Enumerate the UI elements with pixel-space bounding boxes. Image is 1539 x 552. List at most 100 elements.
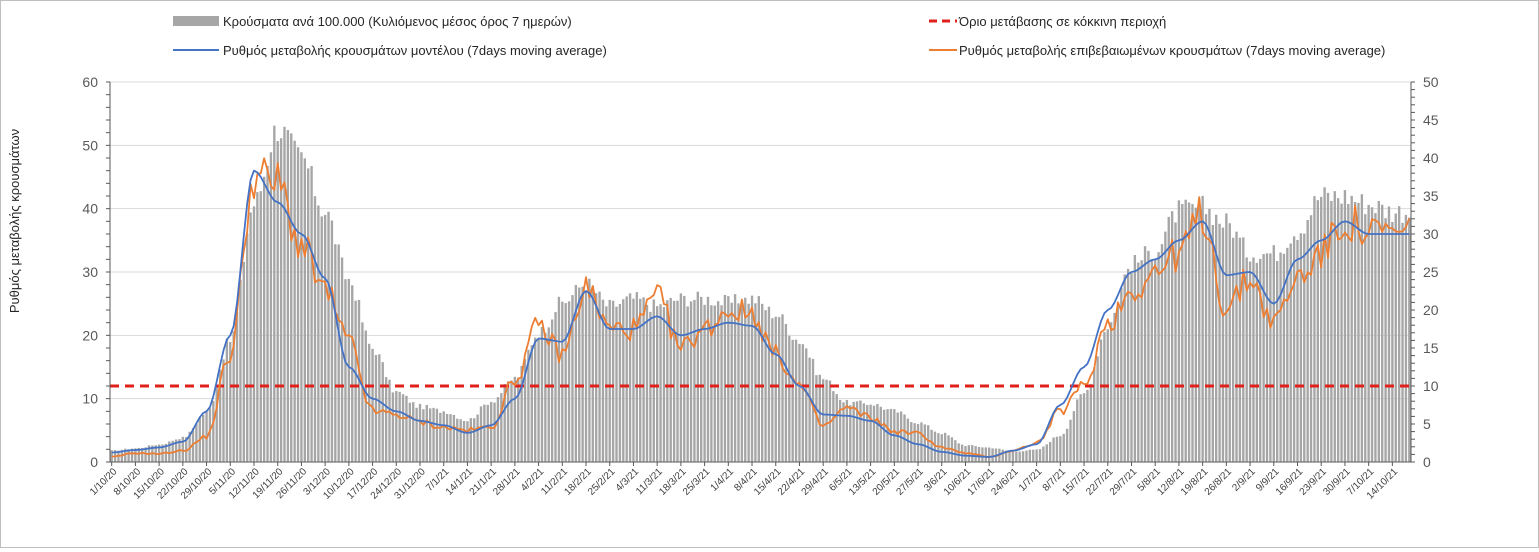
data-bar (334, 244, 337, 462)
data-bar (293, 140, 296, 462)
data-bar (706, 296, 710, 462)
data-bar (916, 424, 920, 462)
data-bar (1391, 221, 1394, 462)
data-bar (659, 304, 662, 462)
data-bar (1103, 332, 1106, 462)
data-bar (655, 306, 659, 462)
data-bar (307, 168, 310, 463)
data-bar (808, 357, 811, 462)
data-bar (483, 404, 486, 462)
y-tick-label-right: 25 (1423, 264, 1439, 280)
y-tick-label-left: 10 (82, 391, 98, 407)
data-bar (815, 375, 818, 462)
data-bar (405, 395, 408, 462)
data-bar (374, 354, 378, 462)
data-bar (584, 290, 588, 462)
x-tick-label: 1/7/21 (1017, 466, 1045, 494)
data-bar (1099, 339, 1103, 462)
data-bar (669, 298, 672, 462)
data-bar (1401, 222, 1404, 462)
data-bar (923, 424, 926, 462)
data-bar (1397, 206, 1401, 462)
data-bar (598, 291, 601, 462)
data-bar (1387, 206, 1391, 462)
data-bar (781, 314, 784, 462)
data-bar (991, 448, 994, 462)
data-bar (1018, 451, 1021, 462)
data-bar (1120, 287, 1123, 462)
data-bar (777, 317, 781, 462)
data-bar (1282, 253, 1286, 462)
data-bar (703, 304, 706, 462)
data-bar (730, 302, 733, 462)
data-bar (428, 408, 432, 462)
data-bar (1306, 219, 1309, 462)
x-tick-label: 25/2/21 (586, 466, 618, 498)
data-bar (1072, 411, 1076, 462)
data-bar (622, 299, 625, 462)
data-bar (354, 300, 357, 462)
data-bar (943, 432, 947, 462)
data-bar (246, 233, 249, 462)
y-tick-label-right: 30 (1423, 226, 1439, 242)
data-bar (855, 401, 859, 462)
data-bar (408, 402, 412, 462)
data-bar (595, 293, 598, 462)
data-bar (544, 332, 547, 462)
data-bar (1123, 274, 1126, 462)
data-bar (1218, 223, 1221, 462)
legend-label-model: Ρυθμός μεταβολής κρουσμάτων μοντέλου (7d… (223, 43, 607, 58)
data-bar (1272, 245, 1275, 462)
y-tick-label-right: 10 (1423, 378, 1439, 394)
data-bar (672, 300, 676, 462)
data-bar (523, 358, 527, 462)
data-bar (1093, 367, 1096, 462)
data-bar (930, 429, 933, 462)
data-bar (479, 406, 483, 462)
legend-swatch-bars (173, 16, 219, 26)
data-bar (1252, 257, 1255, 462)
data-bar (1323, 187, 1326, 463)
data-bar (1353, 201, 1357, 463)
data-bar (500, 393, 503, 462)
data-bar (1357, 202, 1360, 463)
data-bar (567, 301, 571, 462)
data-bar (218, 369, 222, 462)
x-tick-label: 29/4/21 (800, 466, 832, 498)
data-bar (313, 196, 317, 463)
legend-label-threshold: Όριο μετάβασης σε κόκκινη περιοχή (958, 14, 1166, 29)
data-bar (849, 405, 852, 462)
data-bar (1221, 227, 1225, 462)
data-bar (378, 354, 381, 462)
data-bar (534, 337, 537, 462)
data-bar (1116, 306, 1120, 462)
data-bar (130, 448, 134, 462)
data-bar (469, 418, 473, 462)
data-bar (127, 449, 130, 462)
data-bar (171, 440, 174, 462)
data-bar (435, 408, 439, 462)
data-bar (1245, 257, 1248, 462)
data-bar (1340, 203, 1343, 462)
data-bar (591, 286, 594, 462)
data-bar (462, 420, 466, 462)
data-bar (920, 422, 923, 462)
y-tick-label-left: 60 (82, 74, 98, 90)
data-bar (208, 408, 212, 462)
data-bar (832, 391, 835, 462)
data-bar (754, 303, 757, 462)
data-bar (601, 299, 605, 462)
x-tick-label: 28/1/21 (491, 466, 523, 498)
data-bar (821, 379, 825, 462)
data-bar (330, 220, 334, 462)
data-bar (1198, 198, 1201, 463)
data-bar (1069, 419, 1072, 462)
data-bar (723, 294, 727, 462)
x-tick-label: 29/7/21 (1108, 466, 1140, 498)
data-bar (1076, 399, 1079, 462)
data-bar (395, 391, 398, 462)
data-bar (1381, 204, 1384, 462)
data-bar (578, 287, 581, 462)
data-bar (486, 404, 489, 462)
data-bar (960, 444, 964, 462)
